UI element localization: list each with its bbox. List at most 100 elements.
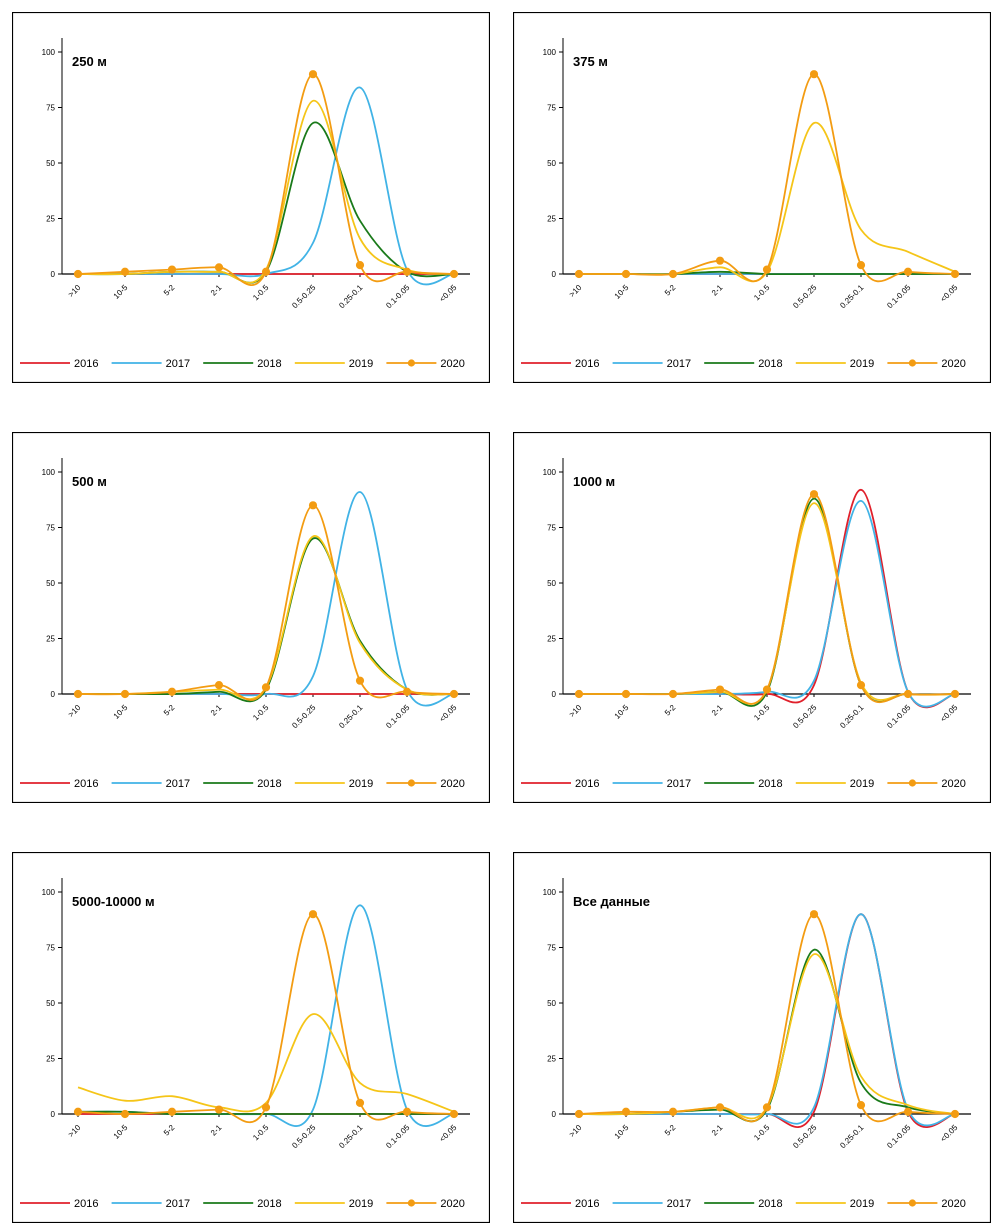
legend-marker (407, 359, 415, 367)
data-point (574, 269, 584, 279)
series-line-2017 (579, 913, 956, 1127)
data-point (308, 501, 318, 510)
data-point (449, 689, 459, 699)
data-point (308, 910, 318, 919)
data-point (449, 1109, 459, 1119)
series-line-2020 (77, 504, 455, 701)
chart-title: 1000 м (573, 474, 615, 489)
data-point (261, 683, 271, 692)
data-point (762, 685, 772, 694)
y-tick-label: 0 (552, 270, 557, 279)
y-tick-label: 100 (42, 468, 56, 477)
legend-label: 2016 (575, 1198, 599, 1210)
data-point (214, 681, 224, 690)
data-point (903, 1107, 913, 1116)
data-point (950, 1109, 960, 1119)
legend-label: 2016 (575, 358, 599, 370)
chart-frame (11, 431, 491, 804)
legend-marker (908, 1199, 916, 1207)
data-point (621, 269, 631, 279)
chart-title: 500 м (72, 474, 107, 489)
y-tick-label: 0 (51, 1110, 56, 1119)
legend-label: 2019 (349, 778, 373, 790)
y-tick-label: 100 (42, 888, 56, 897)
data-point (856, 261, 866, 270)
y-tick-label: 25 (46, 1055, 55, 1064)
legend-label: 2019 (850, 778, 874, 790)
data-point (668, 269, 678, 279)
data-point (73, 1107, 83, 1116)
data-point (903, 689, 913, 699)
data-point (762, 265, 772, 274)
legend-label: 2020 (440, 358, 464, 370)
chart-frame (11, 11, 491, 384)
legend-label: 2017 (667, 778, 691, 790)
data-point (856, 1101, 866, 1110)
legend-label: 2017 (166, 1198, 190, 1210)
y-tick-label: 100 (543, 48, 557, 57)
y-tick-label: 0 (51, 690, 56, 699)
data-point (402, 1107, 412, 1116)
data-point (903, 267, 913, 276)
chart-panel-4: 0 25 50 75 100 >10 10-5 5-2 2-1 1-0.5 0.5-0.25 0.25… (512, 431, 992, 808)
data-point (167, 687, 177, 696)
data-point (402, 687, 412, 696)
data-point (167, 265, 177, 274)
legend-label: 2016 (74, 358, 98, 370)
legend-label: 2020 (941, 358, 965, 370)
y-tick-label: 25 (46, 215, 55, 224)
legend-label: 2017 (166, 778, 190, 790)
data-point (715, 1103, 725, 1112)
y-tick-label: 50 (547, 999, 556, 1008)
data-point (261, 267, 271, 276)
data-point (762, 1103, 772, 1112)
chart-frame (11, 851, 491, 1224)
legend-label: 2018 (758, 358, 782, 370)
data-point (402, 267, 412, 276)
y-tick-label: 100 (543, 888, 557, 897)
y-tick-label: 0 (51, 270, 56, 279)
data-point (856, 681, 866, 690)
y-tick-label: 0 (552, 1110, 557, 1119)
chart-title: 375 м (573, 54, 608, 69)
data-point (809, 490, 819, 499)
y-tick-label: 50 (547, 579, 556, 588)
data-point (308, 70, 318, 79)
legend-label: 2016 (575, 778, 599, 790)
legend-label: 2017 (667, 1198, 691, 1210)
data-point (950, 269, 960, 279)
data-point (621, 689, 631, 699)
data-point (715, 256, 725, 265)
legend-label: 2020 (440, 1198, 464, 1210)
chart-panel-3: 0 25 50 75 100 >10 10-5 5-2 2-1 1-0.5 0.5-0.25 0.25… (11, 431, 491, 808)
chart-panel-6: 0 25 50 75 100 >10 10-5 5-2 2-1 1-0.5 0.5-0.25 0.25… (512, 851, 992, 1228)
series-line-2019 (578, 953, 956, 1120)
y-tick-label: 50 (547, 159, 556, 168)
y-tick-label: 0 (552, 690, 557, 699)
y-tick-label: 75 (547, 944, 556, 953)
legend-label: 2020 (941, 1198, 965, 1210)
data-point (621, 1107, 631, 1116)
data-point (214, 1105, 224, 1114)
y-tick-label: 25 (547, 215, 556, 224)
legend-label: 2018 (257, 358, 281, 370)
chart-panel-1: 0 25 50 75 100 >10 10-5 5-2 2-1 1-0.5 0.5-0.25 0.25… (11, 11, 491, 388)
data-point (120, 689, 130, 699)
legend-label: 2019 (349, 358, 373, 370)
legend-label: 2016 (74, 778, 98, 790)
series-line-2018 (77, 1110, 454, 1116)
chart-title: Все данные (573, 894, 650, 909)
data-point (120, 267, 130, 276)
data-point (449, 269, 459, 279)
y-tick-label: 75 (46, 524, 55, 533)
data-point (355, 1098, 365, 1107)
y-tick-label: 75 (46, 104, 55, 113)
legend-marker (908, 359, 916, 367)
legend-label: 2020 (941, 778, 965, 790)
y-tick-label: 100 (42, 48, 56, 57)
